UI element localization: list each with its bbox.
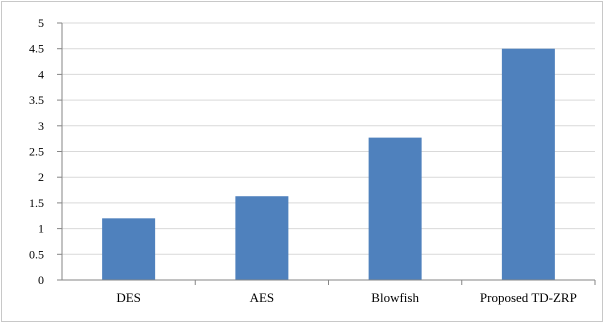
x-tick-label: AES (250, 290, 275, 305)
y-tick-labels: 0 0.5 1 1.5 2 2.5 3 3.5 4 4.5 5 (29, 16, 44, 287)
y-tick-label: 0.5 (29, 247, 44, 261)
x-tick-labels: DES AES Blowfish Proposed TD-ZRP (116, 290, 576, 305)
bar-proposed-td-zrp (501, 48, 555, 281)
y-tick-label: 3 (38, 119, 44, 133)
bar-aes (235, 196, 289, 280)
bar-des (102, 218, 156, 280)
x-tick-label: DES (116, 290, 141, 305)
axes (57, 22, 596, 285)
y-tick-label: 1 (38, 222, 44, 236)
y-tick-label: 2.5 (29, 145, 44, 159)
bars (102, 48, 555, 281)
x-tick-label: Proposed TD-ZRP (480, 290, 577, 305)
y-tick-label: 4.5 (29, 42, 44, 56)
y-tick-label: 4 (38, 67, 44, 81)
x-tick-label: Blowfish (371, 290, 419, 305)
y-tick-label: 1.5 (29, 196, 44, 210)
y-tick-label: 2 (38, 170, 44, 184)
y-tick-label: 0 (38, 273, 44, 287)
y-tick-label: 3.5 (29, 93, 44, 107)
bar-blowfish (368, 137, 422, 280)
y-tick-label: 5 (38, 16, 44, 30)
